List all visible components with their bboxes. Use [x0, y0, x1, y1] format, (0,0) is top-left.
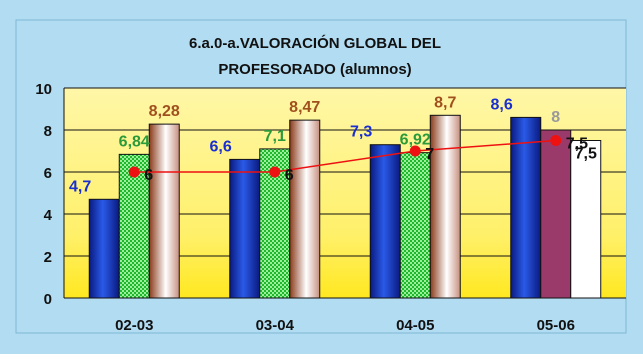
bar-value-label: 6,84	[119, 133, 150, 150]
trend-point	[409, 145, 421, 157]
bar-value-label: 8,6	[491, 96, 513, 113]
trend-value-label: 6	[144, 167, 153, 184]
bar	[369, 144, 401, 299]
y-tick-label: 6	[44, 165, 52, 182]
x-tick-label: 04-05	[396, 317, 434, 334]
bar	[399, 152, 431, 299]
bar	[429, 114, 461, 299]
trend-value-label: 7	[425, 146, 434, 163]
trend-point	[128, 166, 140, 178]
y-tick-label: 2	[44, 249, 52, 266]
bar	[570, 140, 602, 299]
trend-value-label: 7,5	[566, 136, 588, 153]
bar	[148, 123, 180, 299]
bar-value-label: 7,1	[264, 128, 286, 145]
bars	[88, 114, 602, 299]
bar-value-label: 8,28	[149, 103, 180, 120]
trend-line-path	[134, 139, 556, 173]
trend-value-label: 6	[285, 167, 294, 184]
x-tick-label: 03-04	[256, 317, 295, 334]
trend-point	[550, 135, 562, 146]
y-tick-label: 10	[35, 81, 52, 98]
bar	[88, 198, 120, 299]
bar	[510, 116, 542, 299]
bar-value-label: 6,6	[210, 138, 232, 155]
y-tick-label: 0	[44, 291, 52, 308]
bar	[229, 158, 261, 299]
trend-line	[128, 135, 562, 178]
x-tick-label: 02-03	[115, 317, 153, 334]
chart-title-line1: 6.a.0-a.VALORACIÓN GLOBAL DEL	[189, 34, 441, 52]
bar-value-label: 6,92	[400, 132, 431, 149]
bar	[289, 119, 321, 299]
bar-value-label: 8,47	[289, 99, 320, 116]
y-tick-label: 8	[44, 123, 52, 140]
chart-title-line2: PROFESORADO (alumnos)	[218, 61, 411, 78]
trend-point	[269, 166, 281, 178]
bar-value-label: 8,7	[434, 94, 456, 111]
data-labels: 4,7 6,84 8,28 6,6 7,18,47 7,3 6,92 8,7 8,6 8 7,5 6 6…	[69, 94, 597, 195]
bar-value-label: 8	[551, 109, 560, 126]
bar	[540, 129, 572, 299]
y-tick-label: 4	[44, 207, 53, 224]
x-tick-label: 05-06	[537, 317, 575, 334]
axes: 0 2 4 6 8 10 02-03 03-04 04-05 05-06	[35, 81, 626, 334]
bar-value-label: 7,3	[350, 124, 372, 141]
bar-value-label: 4,7	[69, 178, 91, 195]
bar-value-label: 7,5	[575, 146, 597, 163]
